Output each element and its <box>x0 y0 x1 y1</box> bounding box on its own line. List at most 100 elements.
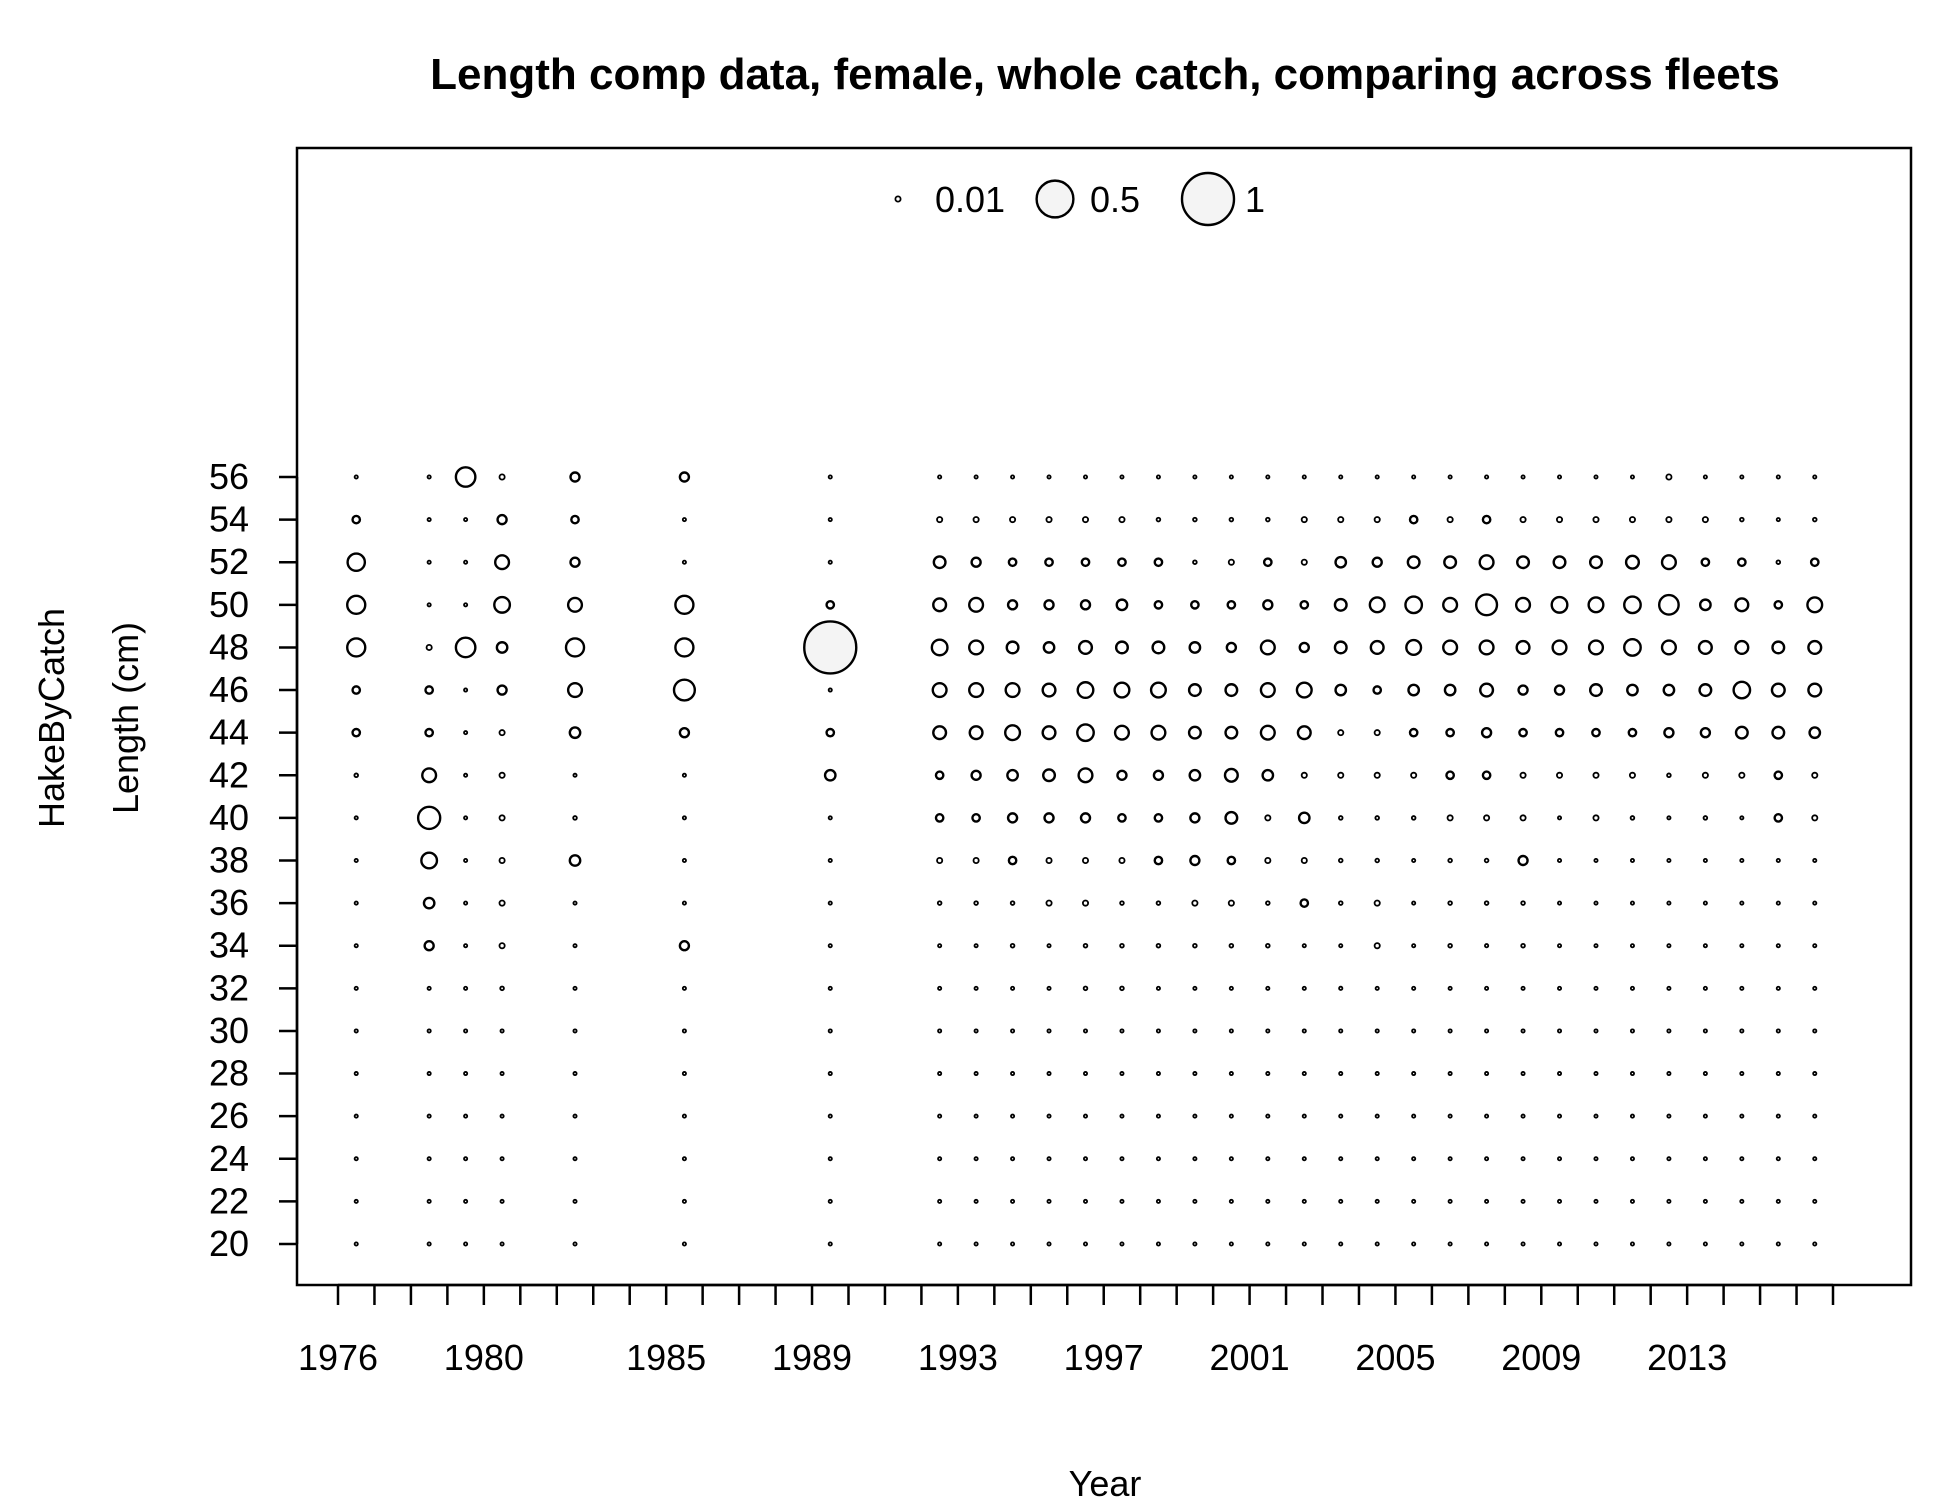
bubble <box>1119 1198 1125 1204</box>
bubble <box>1447 900 1453 906</box>
bubble <box>1775 1071 1781 1077</box>
bubble <box>681 1028 687 1034</box>
bubble <box>1551 639 1568 656</box>
bubble <box>1338 900 1344 906</box>
bubble <box>463 1241 469 1247</box>
bubble <box>1299 898 1310 908</box>
bubble <box>1484 1113 1490 1119</box>
bubble <box>1484 1241 1490 1247</box>
bubble <box>1223 767 1239 783</box>
bubble <box>1373 942 1381 950</box>
bubble <box>973 1241 979 1247</box>
bubble <box>1338 474 1344 480</box>
bubble <box>353 1028 359 1034</box>
bubble <box>1301 943 1307 949</box>
y-tick-label: 24 <box>209 1138 249 1179</box>
bubble <box>1338 1198 1344 1204</box>
bubble <box>463 985 469 991</box>
bubble <box>1520 1071 1526 1077</box>
bubble <box>1374 1028 1380 1034</box>
bubble <box>499 1071 505 1077</box>
bubble <box>1520 942 1526 949</box>
bubble <box>498 899 506 907</box>
legend-bubble <box>894 195 902 203</box>
bubble <box>1116 769 1128 781</box>
bubble <box>1155 1241 1161 1247</box>
bubble <box>499 1156 505 1162</box>
bubble <box>1114 640 1129 655</box>
bubble <box>1739 1028 1745 1034</box>
bubble <box>1812 1028 1818 1034</box>
bubble <box>972 857 980 865</box>
bubble <box>827 858 833 864</box>
x-tick-label: 1980 <box>444 1337 524 1378</box>
bubble <box>1301 985 1307 991</box>
bubble <box>1775 900 1781 906</box>
bubble <box>1665 516 1673 524</box>
bubble <box>1299 599 1310 610</box>
bubble <box>681 1198 687 1204</box>
bubble <box>1807 682 1823 698</box>
bubble <box>1041 725 1057 741</box>
bubble <box>1447 1071 1453 1077</box>
bubble <box>1666 943 1672 949</box>
bubble <box>1191 899 1199 907</box>
bubble <box>1775 559 1782 565</box>
bubble <box>1812 1198 1818 1204</box>
bubble <box>1300 558 1308 566</box>
bubble <box>1775 1028 1781 1034</box>
bubble <box>353 772 359 779</box>
bubble <box>827 815 833 821</box>
bubble <box>1629 900 1635 906</box>
bubble <box>572 1071 578 1077</box>
y-tick-label: 34 <box>209 925 249 966</box>
bubble <box>463 602 469 608</box>
bubble <box>1190 599 1200 610</box>
bubble <box>353 943 359 949</box>
bubble <box>1080 557 1091 568</box>
bubble <box>1046 1156 1052 1162</box>
bubble <box>678 726 691 739</box>
bubble <box>1775 943 1781 949</box>
bubble <box>1666 1113 1672 1119</box>
bubble <box>1411 1071 1417 1077</box>
bubble <box>494 554 511 571</box>
bubble <box>1739 516 1745 523</box>
bubble <box>936 516 944 524</box>
bubble <box>1264 857 1272 865</box>
bubble <box>1334 555 1348 569</box>
bubble <box>932 597 948 613</box>
bubble <box>823 768 837 782</box>
bubble <box>1264 814 1272 822</box>
bubble <box>1702 1113 1708 1119</box>
bubble <box>1447 857 1453 864</box>
bubble <box>1702 900 1708 906</box>
bubble <box>1265 1198 1271 1204</box>
bubble <box>572 1198 578 1204</box>
bubble <box>463 1028 469 1034</box>
bubble <box>1265 1028 1271 1034</box>
bubble <box>1082 857 1090 865</box>
bubble <box>1192 1198 1198 1204</box>
bubble <box>1474 593 1499 617</box>
bubble <box>1556 771 1564 779</box>
bubble <box>827 943 833 949</box>
bubble <box>1739 985 1745 991</box>
bubble <box>1119 1156 1125 1162</box>
bubble <box>1083 474 1089 480</box>
bubble <box>825 727 836 738</box>
bubble <box>1734 639 1750 656</box>
bubble <box>1557 815 1563 821</box>
bubble <box>1557 474 1563 480</box>
bubble <box>1773 770 1784 781</box>
bubble <box>1374 1156 1380 1162</box>
bubble <box>1812 943 1818 949</box>
bubble <box>426 602 432 608</box>
x-tick-label: 1997 <box>1064 1337 1144 1378</box>
bubble <box>1265 1113 1271 1119</box>
bubble <box>1006 812 1019 824</box>
bubble <box>1557 900 1563 906</box>
bubble <box>1119 1028 1125 1034</box>
y-tick-label: 28 <box>209 1053 249 1094</box>
bubble <box>1155 900 1162 906</box>
